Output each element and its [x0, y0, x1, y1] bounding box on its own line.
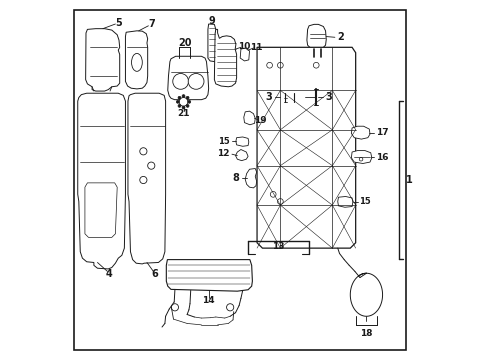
Circle shape — [359, 157, 362, 161]
Polygon shape — [235, 137, 248, 146]
Text: 11: 11 — [249, 43, 262, 52]
Circle shape — [140, 148, 147, 155]
Circle shape — [188, 73, 203, 89]
Text: 3: 3 — [325, 92, 332, 102]
Circle shape — [140, 176, 147, 184]
Circle shape — [226, 304, 233, 311]
Text: 17: 17 — [375, 128, 387, 137]
Polygon shape — [207, 24, 215, 62]
Text: 7: 7 — [147, 19, 154, 30]
Text: 3: 3 — [265, 92, 272, 102]
Polygon shape — [85, 29, 120, 91]
Circle shape — [182, 106, 184, 109]
Text: 19: 19 — [254, 116, 266, 125]
Circle shape — [171, 304, 178, 311]
Circle shape — [178, 96, 181, 99]
Polygon shape — [351, 126, 369, 139]
Circle shape — [176, 100, 179, 103]
Polygon shape — [240, 48, 249, 61]
Circle shape — [172, 73, 188, 89]
Polygon shape — [244, 168, 256, 188]
Polygon shape — [214, 30, 236, 87]
Circle shape — [313, 84, 318, 89]
Circle shape — [284, 89, 288, 93]
Text: 10: 10 — [237, 42, 249, 51]
Polygon shape — [128, 93, 165, 264]
Bar — [280, 87, 301, 106]
Polygon shape — [244, 111, 255, 125]
Polygon shape — [85, 183, 117, 237]
Text: 9: 9 — [208, 17, 215, 27]
Circle shape — [186, 104, 189, 107]
Text: 1: 1 — [405, 175, 412, 185]
Circle shape — [182, 95, 184, 98]
Circle shape — [277, 62, 283, 68]
Text: 2: 2 — [336, 32, 343, 42]
Text: 14: 14 — [202, 296, 215, 305]
Circle shape — [266, 62, 272, 68]
Text: 15: 15 — [217, 137, 229, 146]
Circle shape — [147, 162, 155, 169]
Text: 4: 4 — [105, 269, 112, 279]
Circle shape — [178, 104, 181, 107]
Circle shape — [187, 100, 190, 103]
Circle shape — [277, 199, 283, 204]
Text: 8: 8 — [232, 173, 239, 183]
Polygon shape — [166, 260, 252, 291]
Circle shape — [186, 96, 189, 99]
Circle shape — [270, 192, 276, 197]
Text: 6: 6 — [151, 269, 158, 279]
Polygon shape — [235, 149, 247, 161]
Text: 12: 12 — [217, 149, 229, 158]
Polygon shape — [167, 56, 208, 100]
Text: 21: 21 — [177, 109, 189, 118]
Polygon shape — [306, 24, 325, 49]
Text: 13: 13 — [272, 242, 284, 251]
Polygon shape — [78, 93, 125, 269]
Polygon shape — [125, 31, 147, 89]
Ellipse shape — [131, 53, 142, 71]
Polygon shape — [257, 47, 355, 248]
Text: 16: 16 — [375, 153, 387, 162]
Circle shape — [179, 98, 187, 106]
Text: 20: 20 — [178, 38, 191, 48]
Circle shape — [293, 89, 297, 93]
Text: 15: 15 — [359, 197, 370, 206]
Polygon shape — [351, 150, 371, 163]
Circle shape — [313, 62, 319, 68]
Text: 18: 18 — [360, 329, 372, 338]
Polygon shape — [337, 197, 352, 207]
Text: 5: 5 — [115, 18, 122, 28]
